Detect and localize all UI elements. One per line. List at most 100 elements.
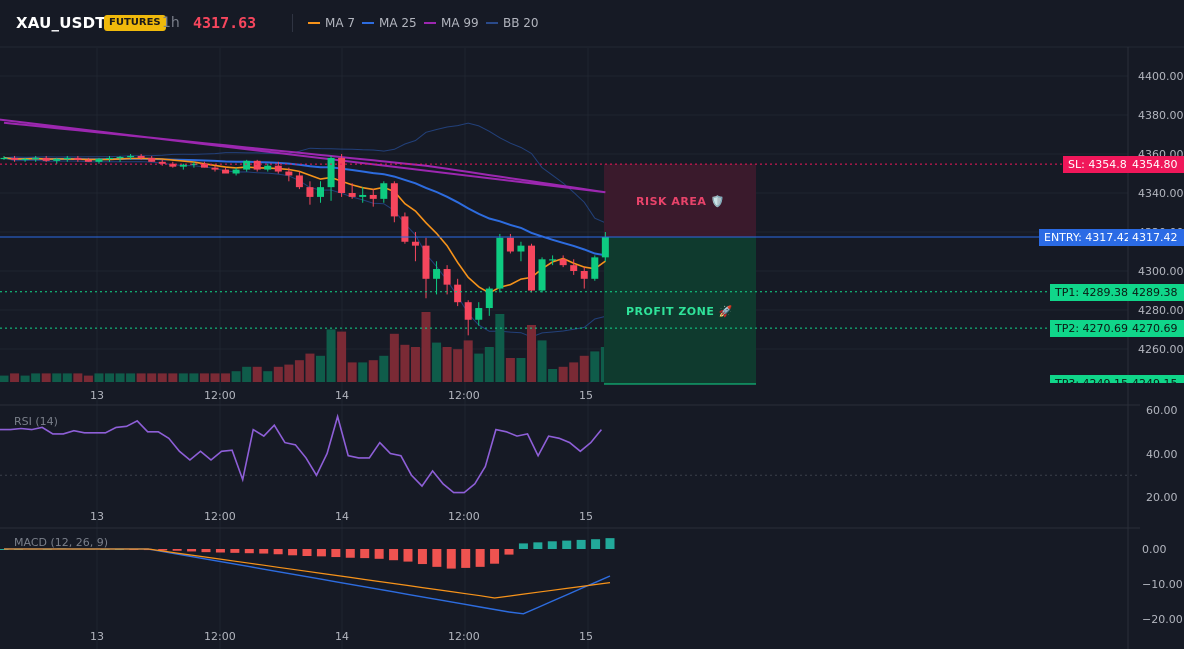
candle-body <box>359 194 367 197</box>
bb-upper <box>3 122 606 224</box>
volume-bar <box>537 340 547 382</box>
legend-bb20[interactable]: BB 20 <box>486 16 539 30</box>
futures-badge: FUTURES <box>104 15 166 31</box>
volume-bar <box>368 360 378 382</box>
rsi-pane <box>0 413 1140 494</box>
macd-hist-bar <box>215 549 225 553</box>
candle-body <box>169 163 177 167</box>
macd-hist-bar <box>389 549 399 561</box>
level-lines <box>0 163 1128 329</box>
macd-hist-bar <box>273 549 283 555</box>
rsi-tick: 40.00 <box>1146 448 1178 461</box>
volume-bar <box>263 371 273 382</box>
profit-zone <box>604 237 756 384</box>
candle-body <box>32 157 40 160</box>
price-tick: 4260.00 <box>1138 343 1184 356</box>
macd-hist-bar <box>562 540 572 549</box>
time-tick: 13 <box>90 630 104 643</box>
volume-bar <box>115 373 125 382</box>
candle-body <box>116 156 124 159</box>
legend-ma25[interactable]: MA 25 <box>362 16 417 30</box>
price-tick: 4400.00 <box>1138 70 1184 83</box>
volume-bar <box>52 373 62 382</box>
header-divider <box>292 14 293 32</box>
volume-bar <box>516 358 526 382</box>
volume-bar <box>379 355 389 382</box>
rsi-tick: 60.00 <box>1146 404 1178 417</box>
candle-body <box>106 157 113 160</box>
candle-body <box>317 187 324 197</box>
candle-body <box>454 284 462 303</box>
legend-swatch-icon <box>308 21 320 24</box>
macd-hist-bar <box>172 549 182 551</box>
volume-bar <box>558 366 568 382</box>
macd-tick: −20.00 <box>1142 613 1183 626</box>
macd-hist-bar <box>591 539 601 549</box>
volume-bar <box>83 375 93 382</box>
volume-bar <box>168 373 178 382</box>
volume-bar <box>210 373 220 382</box>
macd-hist-bar <box>533 542 543 549</box>
volume-bar <box>305 353 315 382</box>
rsi-tick: 20.00 <box>1146 491 1178 504</box>
candle-body <box>538 259 546 291</box>
candle-body <box>559 259 567 266</box>
macd-tick: 0.00 <box>1142 543 1167 556</box>
macd-hist-bar <box>576 539 586 549</box>
moving-averages <box>0 118 606 294</box>
timeframe-label[interactable]: 1h <box>162 15 180 31</box>
volume-bar <box>31 373 41 382</box>
symbol-name[interactable]: XAU_USDT <box>16 14 106 32</box>
macd-hist-bar <box>158 549 168 551</box>
candle-body <box>369 194 377 199</box>
candle-body <box>580 271 588 279</box>
volume-bar <box>495 314 505 382</box>
risk-area-label: RISK AREA 🛡️ <box>636 195 725 208</box>
price-tick: 4340.00 <box>1138 187 1184 200</box>
time-tick: 12:00 <box>448 389 480 402</box>
volume-bar <box>221 373 231 382</box>
volume-bar <box>189 373 199 382</box>
tp3-price-tag: 4249.15 <box>1128 375 1184 383</box>
bollinger-bands <box>3 122 606 338</box>
macd-hist-bar <box>475 549 485 567</box>
price-tick: 4280.00 <box>1138 304 1184 317</box>
candle-body <box>42 157 50 161</box>
entry-tag: ENTRY: 4317.42 <box>1039 229 1136 246</box>
candle-body <box>21 158 29 161</box>
candle-body <box>528 245 535 291</box>
candle-body <box>148 157 156 162</box>
tp3-tag-clip: TP3: 4249.15 4249.15 <box>1050 375 1184 383</box>
candle-body <box>11 157 19 160</box>
macd-hist-bar <box>518 543 528 549</box>
candle-body <box>274 165 282 172</box>
trade-zones <box>604 164 756 385</box>
time-tick: 14 <box>335 630 349 643</box>
candle-body <box>517 245 525 252</box>
macd-hist-bar <box>244 549 254 554</box>
time-tick: 15 <box>579 510 593 523</box>
bb-lower <box>3 157 606 338</box>
time-tick: 15 <box>579 389 593 402</box>
volume-bar <box>231 371 241 382</box>
volume-bar <box>294 360 304 382</box>
time-tick: 14 <box>335 510 349 523</box>
legend-ma99[interactable]: MA 99 <box>424 16 479 30</box>
candle-body <box>348 193 356 197</box>
macd-hist-bar <box>403 549 413 562</box>
sl-price-tag: 4354.80 <box>1128 156 1184 173</box>
candle-body <box>295 175 303 188</box>
volume-bars <box>0 312 610 382</box>
volume-bar <box>463 340 473 382</box>
candlesticks[interactable] <box>0 154 609 336</box>
sl-tag: SL: 4354.8 <box>1063 156 1132 173</box>
volume-bar <box>358 362 368 382</box>
candle-body <box>253 160 261 170</box>
volume-bar <box>474 353 484 382</box>
legend-ma7[interactable]: MA 7 <box>308 16 355 30</box>
tp1-tag: TP1: 4289.38 <box>1050 284 1134 301</box>
volume-bar <box>505 358 515 382</box>
volume-bar <box>442 347 452 382</box>
volume-bar <box>157 373 167 382</box>
